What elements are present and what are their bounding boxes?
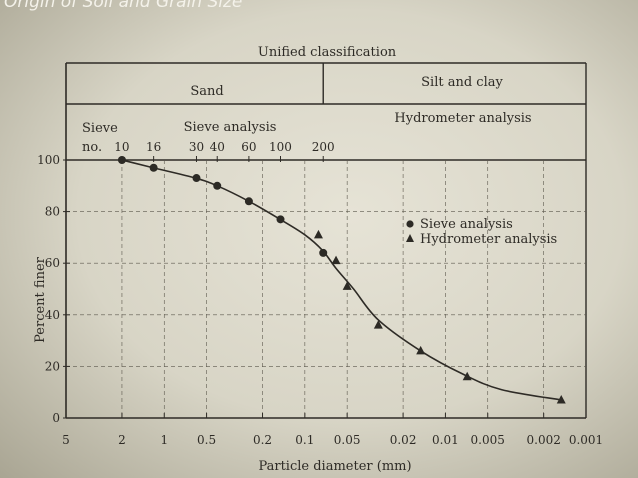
x-tick-label: 0.002 [527,433,561,447]
fitted-curve-layer [121,159,562,401]
unified-classification-label: Unified classification [258,45,397,60]
sieve-analysis-point [149,163,158,172]
legend-label: Hydrometer analysis [420,232,557,247]
sieve-numbers: 10 16 30 40 60 100 200 [114,140,335,162]
fitted-gradation-curve [121,159,562,401]
hydrometer-analysis-point [313,229,323,239]
hydrometer-analysis-point [462,371,472,381]
hydrometer-analysis-point [416,345,426,355]
page-header-title: Origin of Soil and Grain Size [4,0,243,12]
hydrometer-analysis-point [342,281,352,290]
x-tick-label: 5 [62,433,70,447]
y-tick-label: 0 [52,411,60,425]
sieve-analysis-point [244,197,253,206]
hydrometer-analysis-point [373,320,383,329]
x-tick-label: 0.01 [432,433,459,447]
sieve-analysis-point [192,174,201,183]
y-tick-label: 40 [45,308,60,322]
y-tick-label: 60 [45,256,60,270]
hydrometer-analysis-header: Hydrometer analysis [394,111,531,126]
x-tick-label: 0.1 [295,433,314,447]
sieve-analysis-header: Sieve analysis [184,120,277,135]
hydrometer-analysis-point [556,394,566,404]
y-axis-label: Percent finer [33,256,48,343]
x-tick-label: 0.5 [197,433,216,447]
sand-label: Sand [190,84,223,99]
x-tick-label: 0.02 [390,433,417,447]
classification-header: Unified classification Sand Silt and cla… [82,45,532,155]
x-tick-label: 2 [118,433,126,447]
sieve-number-label: 100 [269,140,292,154]
sieve-label: Sieve [82,121,118,136]
chart-grid [66,160,586,418]
sieve-number-label: 200 [312,140,335,154]
sieve-number-label: 10 [114,140,129,154]
sieve-analysis-point [213,181,222,190]
sieve-number-label: 16 [146,140,161,154]
y-tick-label: 100 [37,153,60,167]
x-tick-label: 0.001 [569,433,603,447]
legend-circle-marker [406,220,414,228]
chart-frame [65,62,587,419]
x-tick-label: 0.005 [471,433,505,447]
x-axis-label: Particle diameter (mm) [258,459,411,474]
legend-triangle-marker [406,234,414,242]
y-tick-label: 20 [45,359,60,373]
x-tick-label: 1 [160,433,168,447]
sieve-number-label: 60 [241,140,256,154]
y-tick-label: 80 [45,205,60,219]
sieve-number-label: 30 [189,140,204,154]
data-points [117,156,566,404]
hydrometer-analysis-point [331,255,341,265]
sieve-analysis-point [319,248,328,257]
silt-and-clay-label: Silt and clay [421,75,503,90]
x-tick-label: 0.2 [253,433,272,447]
sieve-no-label: no. [82,140,102,155]
legend-label: Sieve analysis [420,217,513,232]
x-tick-label: 0.05 [334,433,361,447]
axis-ticks: 5 2 1 0.5 0.2 0.1 0.05 0.02 0.01 0.005 0.002 0.001 1… [37,153,603,447]
sieve-number-label: 40 [210,140,225,154]
sieve-analysis-point [276,215,285,224]
sieve-analysis-point [117,156,126,164]
